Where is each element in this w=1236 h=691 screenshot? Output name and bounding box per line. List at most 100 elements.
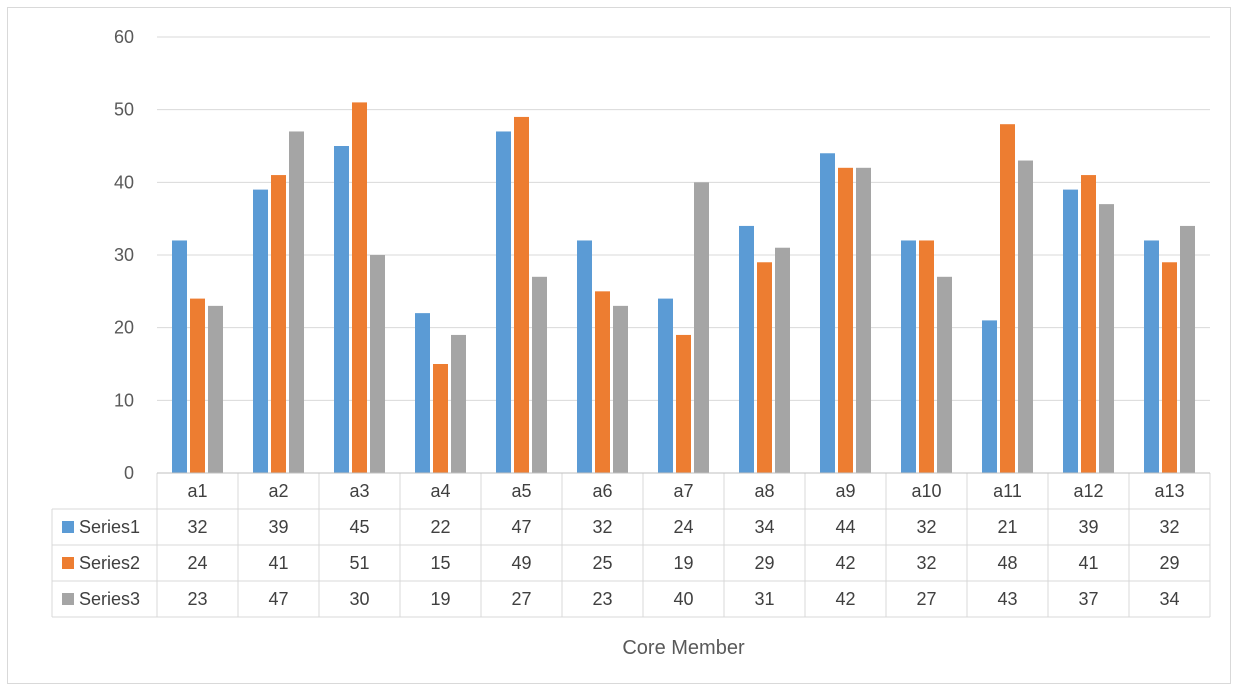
y-tick-label-30: 30 — [114, 245, 134, 265]
x-tick-label-a2: a2 — [268, 481, 288, 501]
bar-series1-a11 — [982, 320, 997, 473]
y-tick-label-60: 60 — [114, 27, 134, 47]
data-label-series2-a8: 29 — [754, 553, 774, 573]
data-label-series2-a13: 29 — [1159, 553, 1179, 573]
legend-label-series3: Series3 — [79, 589, 140, 609]
data-label-series3-a3: 30 — [349, 589, 369, 609]
x-tick-label-a11: a11 — [993, 481, 1022, 501]
data-label-series1-a9: 44 — [835, 517, 855, 537]
bar-series3-a5 — [532, 276, 547, 473]
legend-key-series3 — [62, 593, 74, 605]
data-label-series1-a6: 32 — [592, 517, 612, 537]
bar-series1-a12 — [1063, 189, 1078, 473]
bar-series1-a10 — [901, 240, 916, 473]
data-label-series2-a6: 25 — [592, 553, 612, 573]
data-label-series2-a2: 41 — [268, 553, 288, 573]
bar-series3-a6 — [613, 305, 628, 473]
data-label-series3-a10: 27 — [916, 589, 936, 609]
data-label-series3-a1: 23 — [187, 589, 207, 609]
bar-series2-a2 — [271, 175, 286, 474]
legend-key-series1 — [62, 521, 74, 533]
legend-label-series1: Series1 — [79, 517, 140, 537]
bar-series3-a3 — [370, 255, 385, 473]
data-label-series1-a3: 45 — [349, 517, 369, 537]
data-label-series1-a11: 21 — [997, 517, 1017, 537]
bar-series2-a11 — [1000, 124, 1015, 473]
bar-series2-a10 — [919, 240, 934, 473]
bar-series2-a8 — [757, 262, 772, 473]
y-tick-label-20: 20 — [114, 318, 134, 338]
bar-series1-a8 — [739, 225, 754, 473]
bar-series2-a12 — [1081, 175, 1096, 474]
bar-series1-a2 — [253, 189, 268, 473]
x-tick-label-a13: a13 — [1154, 481, 1184, 501]
y-tick-label-50: 50 — [114, 100, 134, 120]
data-label-series3-a12: 37 — [1078, 589, 1098, 609]
data-label-series3-a11: 43 — [997, 589, 1017, 609]
bar-series2-a9 — [838, 167, 853, 474]
data-label-series1-a1: 32 — [187, 517, 207, 537]
bar-series3-a8 — [775, 247, 790, 473]
data-label-series3-a8: 31 — [754, 589, 774, 609]
data-label-series1-a10: 32 — [916, 517, 936, 537]
data-label-series3-a9: 42 — [835, 589, 855, 609]
y-tick-label-0: 0 — [124, 463, 134, 483]
bar-series3-a10 — [937, 276, 952, 473]
data-label-series2-a3: 51 — [349, 553, 369, 573]
bar-series3-a12 — [1099, 204, 1114, 473]
x-tick-label-a9: a9 — [835, 481, 855, 501]
data-label-series2-a7: 19 — [673, 553, 693, 573]
bar-series2-a1 — [190, 298, 205, 473]
x-tick-label-a3: a3 — [349, 481, 369, 501]
bar-series2-a4 — [433, 364, 448, 473]
data-label-series1-a12: 39 — [1078, 517, 1098, 537]
data-label-series3-a4: 19 — [430, 589, 450, 609]
data-label-series2-a11: 48 — [997, 553, 1017, 573]
bar-series3-a11 — [1018, 160, 1033, 474]
data-label-series1-a13: 32 — [1159, 517, 1179, 537]
bar-series2-a3 — [352, 102, 367, 474]
data-label-series1-a8: 34 — [754, 517, 774, 537]
data-label-series3-a6: 23 — [592, 589, 612, 609]
x-tick-label-a12: a12 — [1073, 481, 1103, 501]
x-tick-label-a4: a4 — [430, 481, 450, 501]
legend-key-series2 — [62, 557, 74, 569]
data-label-series1-a2: 39 — [268, 517, 288, 537]
bar-series2-a6 — [595, 291, 610, 473]
data-label-series2-a9: 42 — [835, 553, 855, 573]
bar-series3-a4 — [451, 334, 466, 473]
data-label-series2-a12: 41 — [1078, 553, 1098, 573]
x-axis-title: Core Member — [622, 637, 745, 659]
bar-series1-a1 — [172, 240, 187, 473]
bar-series3-a13 — [1180, 225, 1195, 473]
x-tick-label-a10: a10 — [911, 481, 941, 501]
data-label-series2-a1: 24 — [187, 553, 207, 573]
bar-series1-a13 — [1144, 240, 1159, 473]
bar-series3-a2 — [289, 131, 304, 473]
bar-series1-a9 — [820, 153, 835, 473]
data-label-series1-a5: 47 — [511, 517, 531, 537]
x-tick-label-a7: a7 — [673, 481, 693, 501]
bar-series1-a3 — [334, 146, 349, 473]
x-tick-label-a6: a6 — [592, 481, 612, 501]
bar-series1-a5 — [496, 131, 511, 473]
x-tick-label-a5: a5 — [511, 481, 531, 501]
bar-series3-a7 — [694, 182, 709, 474]
legend-label-series2: Series2 — [79, 553, 140, 573]
bar-series2-a13 — [1162, 262, 1177, 473]
data-label-series2-a10: 32 — [916, 553, 936, 573]
bar-series1-a6 — [577, 240, 592, 473]
bar-series2-a7 — [676, 334, 691, 473]
data-label-series1-a4: 22 — [430, 517, 450, 537]
data-label-series2-a4: 15 — [430, 553, 450, 573]
bar-series3-a1 — [208, 305, 223, 473]
x-tick-label-a1: a1 — [187, 481, 207, 501]
data-label-series3-a13: 34 — [1159, 589, 1179, 609]
bar-series2-a5 — [514, 116, 529, 473]
y-tick-label-10: 10 — [114, 390, 134, 410]
y-tick-label-40: 40 — [114, 172, 134, 192]
data-label-series1-a7: 24 — [673, 517, 693, 537]
bar-series3-a9 — [856, 167, 871, 474]
data-label-series3-a5: 27 — [511, 589, 531, 609]
